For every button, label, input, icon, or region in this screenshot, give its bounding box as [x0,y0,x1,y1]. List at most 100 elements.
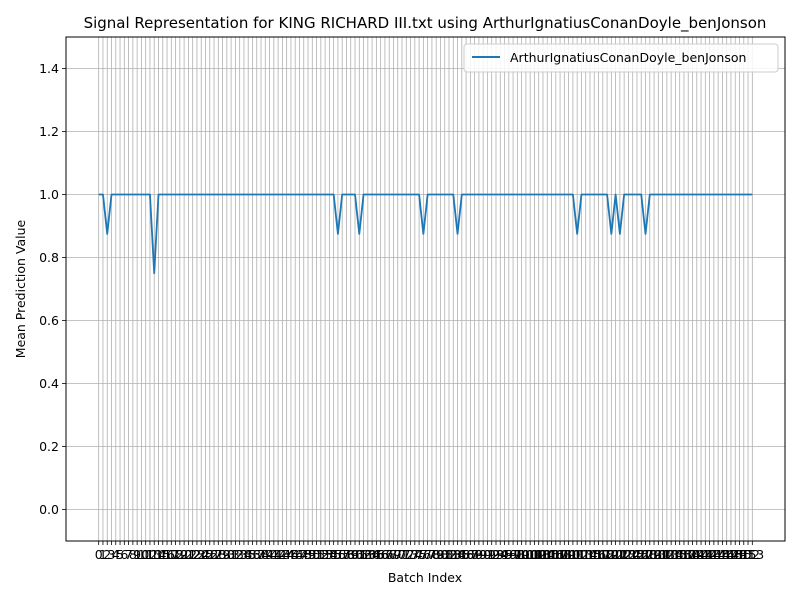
x-tick-label: 111 [561,547,585,562]
x-tick-label: 45 [283,547,299,562]
x-tick-label: 124 [616,547,640,562]
x-tick-label: 86 [458,547,474,562]
y-tick-label: 0.6 [39,313,59,328]
x-tick-label: 153 [740,547,764,562]
chart-title: Signal Representation for KING RICHARD I… [84,14,767,33]
x-tick-label: 59 [343,547,359,562]
x-tick-label: 134 [659,547,683,562]
x-tick-label: 61 [351,547,367,562]
x-tick-label: 14 [151,547,167,562]
x-tick-label: 41 [266,547,282,562]
x-tick-label: 73 [403,547,419,562]
x-tick-label: 17 [163,547,179,562]
x-tick-label: 123 [612,547,636,562]
x-tick-label: 84 [450,547,466,562]
y-tick-label: 0.0 [39,502,59,517]
x-tick-label: 71 [394,547,410,562]
x-tick-label: 42 [270,547,286,562]
x-tick-label: 50 [304,547,320,562]
x-tick-label: 88 [467,547,483,562]
y-tick-label: 1.0 [39,187,59,202]
x-tick-label: 118 [591,547,615,562]
x-tick-label: 13 [146,547,162,562]
x-tick-label: 36 [245,547,261,562]
x-tick-label: 80 [432,547,448,562]
x-tick-label: 122 [608,547,632,562]
x-tick-label: 76 [415,547,431,562]
x-tick-label: 79 [428,547,444,562]
x-tick-label: 31 [223,547,239,562]
x-tick-label: 18 [168,547,184,562]
x-tick-label: 34 [236,547,252,562]
x-tick-label: 105 [535,547,559,562]
x-tick-label: 145 [706,547,730,562]
x-tick-label: 0 [95,547,103,562]
x-tick-label: 68 [381,547,397,562]
x-tick-label: 133 [655,547,679,562]
x-axis-ticks: 0123456789101112131415161718192021222324… [95,541,764,562]
x-tick-label: 7 [125,547,133,562]
y-tick-label: 0.8 [39,250,59,265]
x-tick-label: 58 [339,547,355,562]
x-tick-label: 142 [693,547,717,562]
x-tick-label: 101 [518,547,542,562]
x-tick-label: 20 [176,547,192,562]
x-tick-label: 30 [219,547,235,562]
x-tick-label: 112 [565,547,589,562]
x-tick-label: 132 [651,547,675,562]
x-tick-label: 130 [642,547,666,562]
x-tick-label: 117 [587,547,611,562]
x-tick-label: 65 [368,547,384,562]
x-tick-label: 141 [689,547,713,562]
x-tick-label: 23 [189,547,205,562]
x-tick-label: 24 [193,547,209,562]
legend-box [463,43,779,73]
x-tick-label: 82 [441,547,457,562]
x-tick-label: 27 [206,547,222,562]
x-tick-label: 94 [492,547,508,562]
x-tick-label: 47 [292,547,308,562]
y-tick-label: 1.4 [39,61,59,76]
x-tick-label: 70 [390,547,406,562]
x-tick-label: 100 [514,547,538,562]
x-tick-label: 99 [514,547,530,562]
x-tick-label: 46 [287,547,303,562]
x-tick-label: 29 [215,547,231,562]
x-tick-label: 3 [108,547,116,562]
x-tick-label: 62 [356,547,372,562]
x-tick-label: 32 [227,547,243,562]
x-tick-label: 102 [523,547,547,562]
x-tick-label: 60 [347,547,363,562]
x-tick-label: 43 [274,547,290,562]
x-tick-label: 127 [629,547,653,562]
x-tick-label: 114 [574,547,598,562]
x-tick-label: 116 [582,547,606,562]
x-tick-label: 115 [578,547,602,562]
legend: ArthurIgnatiusConanDoyle_benJonson [463,43,779,73]
x-tick-label: 81 [437,547,453,562]
x-tick-label: 137 [672,547,696,562]
x-gridlines [98,37,753,541]
x-tick-label: 1 [99,547,107,562]
x-tick-label: 91 [479,547,495,562]
x-axis-label: Batch Index [388,570,462,585]
x-tick-label: 26 [202,547,218,562]
x-tick-label: 2 [103,547,111,562]
x-tick-label: 113 [570,547,594,562]
x-tick-label: 90 [475,547,491,562]
x-tick-label: 74 [407,547,423,562]
x-tick-label: 135 [663,547,687,562]
x-tick-label: 95 [497,547,513,562]
x-tick-label: 66 [373,547,389,562]
x-tick-label: 96 [501,547,517,562]
x-tick-label: 4 [112,547,120,562]
x-tick-label: 49 [300,547,316,562]
x-tick-label: 9 [133,547,141,562]
x-tick-label: 19 [172,547,188,562]
y-tick-label: 1.2 [39,124,59,139]
y-axis-ticks: 0.0 0.2 0.4 0.6 0.8 1.0 1.2 1.4 [39,61,66,517]
x-tick-label: 56 [330,547,346,562]
x-tick-label: 126 [625,547,649,562]
x-tick-label: 152 [736,547,760,562]
x-tick-label: 129 [638,547,662,562]
